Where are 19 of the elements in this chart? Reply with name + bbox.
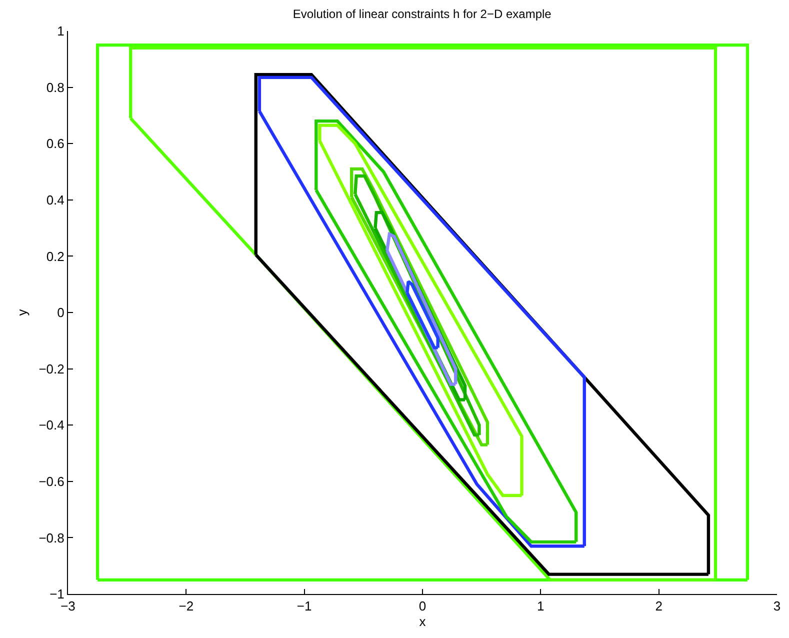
x-tick-label: 1 (537, 598, 544, 614)
y-tick-label: 1 (57, 24, 64, 39)
y-tick-label: −0.2 (38, 361, 64, 376)
x-tick-label: 3 (773, 598, 781, 614)
y-tick-label: −0.4 (38, 418, 64, 433)
y-tick-label: 0.8 (46, 80, 64, 95)
x-tick-label: 0 (418, 598, 426, 614)
y-tick-label: 0.6 (46, 136, 64, 152)
y-tick-label: 0.4 (46, 192, 64, 208)
x-axis-title: x (419, 614, 426, 630)
chart-title: Evolution of linear constraints h for 2−D example (292, 6, 552, 21)
x-tick-label: 2 (655, 598, 662, 614)
y-tick-label: −0.6 (38, 474, 64, 489)
x-tick-label: −2 (178, 598, 194, 614)
y-tick-label: −0.8 (38, 530, 64, 546)
y-axis-title: y (14, 308, 30, 316)
x-tick-label: −1 (296, 598, 312, 614)
y-tick-label: 0.2 (46, 248, 64, 264)
y-tick-label: 0 (57, 305, 64, 320)
